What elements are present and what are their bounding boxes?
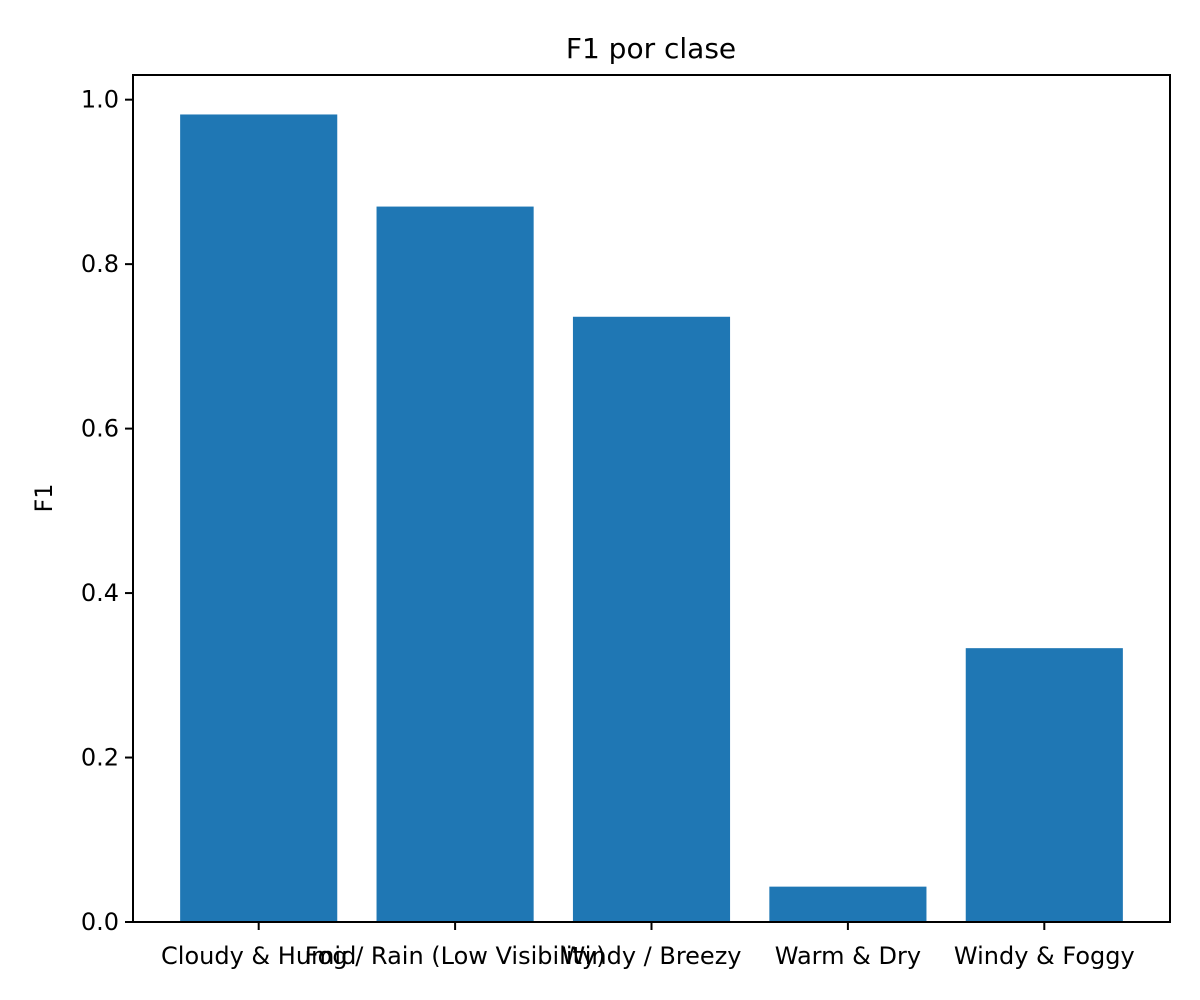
- y-tick-label-3: 0.6: [81, 415, 119, 443]
- y-tick-label-4: 0.8: [81, 250, 119, 278]
- bar-3: [769, 886, 927, 922]
- y-axis-ticks: 0.0 0.2 0.4 0.6 0.8 1.0: [81, 86, 133, 936]
- x-tick-label-0: Cloudy & Humid: [161, 942, 356, 970]
- y-tick-label-5: 1.0: [81, 86, 119, 114]
- x-tick-label-4: Windy & Foggy: [954, 942, 1135, 970]
- x-tick-label-2: Windy / Breezy: [562, 942, 742, 970]
- x-tick-label-1: Fog / Rain (Low Visibility): [305, 942, 606, 970]
- plot-frame: [132, 74, 1171, 923]
- chart-title: F1 por clase: [566, 32, 736, 65]
- y-axis-label: F1: [30, 483, 58, 512]
- y-tick-label-2: 0.4: [81, 579, 119, 607]
- y-tick-label-1: 0.2: [81, 744, 119, 772]
- x-tick-label-3: Warm & Dry: [775, 942, 921, 970]
- bar-2: [572, 316, 731, 923]
- bar-0: [180, 114, 338, 922]
- bars-group: [180, 114, 1123, 923]
- bar-4: [965, 648, 1123, 922]
- bar-1: [376, 206, 534, 922]
- y-tick-label-0: 0.0: [81, 908, 119, 936]
